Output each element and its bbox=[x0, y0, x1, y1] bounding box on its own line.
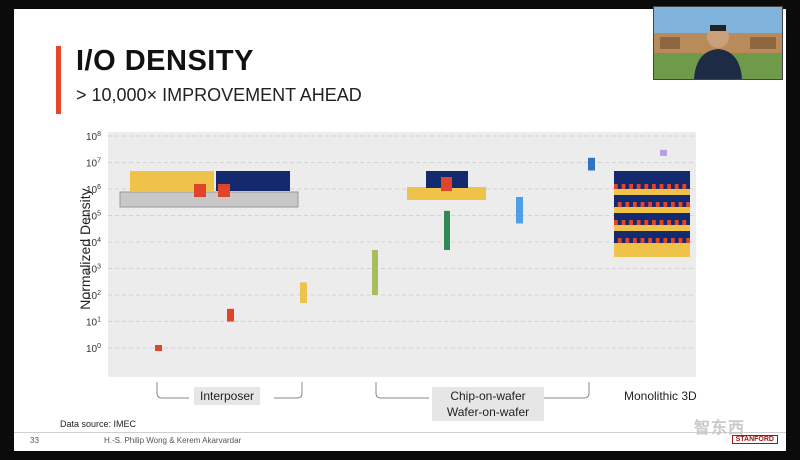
group-label-monolithic: Monolithic 3D bbox=[624, 389, 697, 403]
group-brackets bbox=[156, 382, 590, 399]
mono3d-via bbox=[682, 220, 687, 225]
mono3d-via bbox=[636, 220, 641, 225]
mono3d-via bbox=[644, 184, 649, 189]
mono3d-via bbox=[633, 202, 637, 207]
watermark: 智东西 bbox=[694, 420, 746, 437]
range-bar-interposer-b bbox=[227, 308, 234, 322]
mono3d-layer bbox=[614, 225, 690, 231]
y-tick-label: 101 bbox=[86, 317, 101, 329]
mono3d-via bbox=[674, 184, 679, 189]
presenter-webcam bbox=[653, 6, 783, 80]
mono3d-via bbox=[644, 220, 649, 225]
monolithic-3d-illustration bbox=[614, 171, 690, 257]
mono3d-via bbox=[671, 238, 675, 243]
range-bar-monolithic-3d bbox=[660, 149, 667, 156]
mono3d-via bbox=[648, 238, 652, 243]
mono3d-layer bbox=[614, 207, 690, 213]
mono3d-layer bbox=[614, 243, 690, 249]
y-tick-label: 106 bbox=[86, 184, 101, 196]
group-label-chip-line2: Wafer-on-wafer bbox=[446, 405, 530, 419]
range-bar-chip-on-wafer-a bbox=[372, 249, 378, 295]
mono3d-via bbox=[659, 220, 664, 225]
slide-footer: 33 H.-S. Philip Wong & Kerem Akarvardar … bbox=[14, 432, 786, 451]
slide-subtitle: > 10,000× IMPROVEMENT AHEAD bbox=[76, 85, 362, 105]
chart-marks bbox=[155, 149, 667, 351]
mono3d-via bbox=[682, 184, 687, 189]
mono3d-via bbox=[655, 238, 660, 243]
mono3d-base bbox=[614, 249, 690, 257]
stanford-logo: STANFORD bbox=[731, 435, 778, 444]
slide-title: I/O DENSITY bbox=[76, 45, 254, 77]
mono3d-via bbox=[617, 238, 622, 243]
data-source-note: Data source: IMEC bbox=[60, 419, 137, 429]
title-accent-bar bbox=[56, 46, 61, 114]
page-number: 33 bbox=[30, 436, 39, 445]
mono3d-via bbox=[640, 202, 645, 207]
mono3d-via bbox=[652, 220, 656, 225]
mono3d-via bbox=[640, 238, 645, 243]
mono3d-via bbox=[678, 202, 683, 207]
chart-gridlines bbox=[108, 135, 696, 349]
y-tick-label: 105 bbox=[86, 211, 101, 223]
mono3d-via bbox=[686, 202, 690, 207]
mono3d-via bbox=[629, 220, 633, 225]
mono3d-via bbox=[667, 184, 671, 189]
mono3d-via bbox=[614, 184, 618, 189]
range-bar-interposer-c bbox=[300, 282, 307, 303]
chip-on-wafer-illustration bbox=[407, 171, 486, 200]
y-tick-label: 107 bbox=[86, 158, 101, 170]
range-bar-wafer-on-wafer bbox=[516, 196, 523, 224]
mono3d-via bbox=[655, 202, 660, 207]
mono3d-layer bbox=[614, 189, 690, 195]
mono3d-via bbox=[621, 220, 626, 225]
footer-authors: H.-S. Philip Wong & Kerem Akarvardar bbox=[104, 436, 242, 445]
mono3d-via bbox=[621, 184, 626, 189]
interposer-illustration bbox=[119, 171, 299, 208]
mono3d-via bbox=[617, 202, 622, 207]
range-bar-wafer-on-wafer-fine bbox=[588, 157, 595, 171]
mono3d-via bbox=[636, 184, 641, 189]
y-tick-label: 108 bbox=[86, 131, 101, 143]
mono3d-via bbox=[663, 238, 668, 243]
chart-tick-labels: 100 101 102 103 104 105 106 107 108 bbox=[86, 131, 101, 355]
mono3d-via bbox=[663, 202, 668, 207]
group-label-interposer: Interposer bbox=[194, 387, 261, 405]
mono3d-via bbox=[659, 184, 664, 189]
range-bar-interposer-a bbox=[155, 344, 162, 351]
slide: I/O DENSITY > 10,000× IMPROVEMENT AHEAD … bbox=[14, 9, 786, 451]
webcam-image bbox=[654, 7, 782, 79]
mono3d-via bbox=[633, 238, 637, 243]
mono3d-via bbox=[671, 202, 675, 207]
range-bar-chip-on-wafer-b bbox=[444, 210, 450, 250]
mono3d-via bbox=[625, 238, 630, 243]
mono3d-via bbox=[667, 220, 671, 225]
group-label-chip-on-wafer: Chip-on-wafer Wafer-on-wafer bbox=[432, 387, 544, 421]
mono3d-via bbox=[674, 220, 679, 225]
y-tick-label: 104 bbox=[86, 237, 101, 249]
mono3d-via bbox=[625, 202, 630, 207]
y-tick-label: 100 bbox=[86, 343, 101, 355]
group-label-chip-line1: Chip-on-wafer bbox=[450, 389, 526, 403]
io-density-chart: 100 101 102 103 104 105 106 107 108 bbox=[86, 131, 696, 399]
mono3d-via bbox=[678, 238, 683, 243]
y-tick-label: 103 bbox=[86, 264, 101, 276]
mono3d-via bbox=[686, 238, 690, 243]
mono3d-via bbox=[648, 202, 652, 207]
mono3d-via bbox=[652, 184, 656, 189]
y-tick-label: 102 bbox=[86, 290, 101, 302]
mono3d-via bbox=[614, 220, 618, 225]
mono3d-via bbox=[629, 184, 633, 189]
